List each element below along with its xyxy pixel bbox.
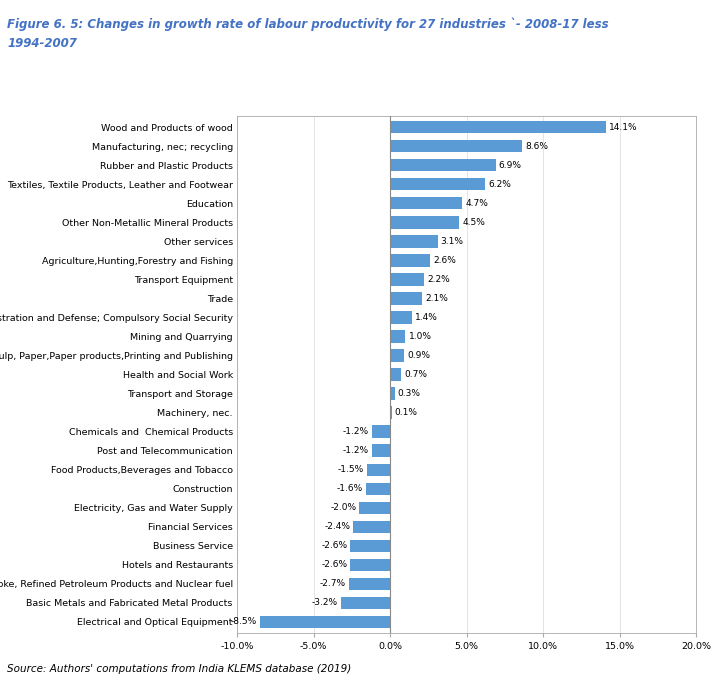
Text: 6.9%: 6.9%: [499, 161, 522, 170]
Text: 0.7%: 0.7%: [404, 370, 427, 379]
Bar: [390, 216, 459, 229]
Text: -2.7%: -2.7%: [320, 580, 345, 588]
Bar: [349, 577, 390, 590]
Text: 6.2%: 6.2%: [488, 180, 511, 189]
Text: -1.5%: -1.5%: [338, 465, 364, 474]
Bar: [350, 558, 390, 571]
Text: 2.1%: 2.1%: [425, 294, 448, 303]
Bar: [390, 273, 424, 285]
Text: 0.3%: 0.3%: [398, 389, 421, 398]
Text: -1.2%: -1.2%: [342, 427, 368, 436]
Text: -2.6%: -2.6%: [321, 541, 348, 550]
Text: -2.6%: -2.6%: [321, 560, 348, 569]
Bar: [260, 616, 390, 628]
Text: -3.2%: -3.2%: [312, 599, 338, 607]
Bar: [390, 368, 401, 381]
Bar: [390, 330, 406, 343]
Bar: [390, 407, 391, 419]
Text: 4.7%: 4.7%: [465, 199, 488, 208]
Text: 0.1%: 0.1%: [395, 408, 418, 417]
Bar: [390, 159, 496, 172]
Bar: [390, 311, 411, 323]
Text: -2.0%: -2.0%: [330, 503, 356, 512]
Text: -1.2%: -1.2%: [342, 446, 368, 455]
Text: 4.5%: 4.5%: [462, 218, 485, 227]
Text: 14.1%: 14.1%: [609, 123, 638, 131]
Text: 1.0%: 1.0%: [409, 332, 432, 341]
Text: 3.1%: 3.1%: [441, 237, 464, 246]
Text: 2.6%: 2.6%: [433, 256, 456, 265]
Bar: [360, 502, 390, 514]
Bar: [367, 464, 390, 476]
Bar: [365, 483, 390, 495]
Bar: [372, 445, 390, 457]
Bar: [390, 254, 430, 266]
Bar: [390, 349, 404, 362]
Bar: [390, 292, 422, 304]
Bar: [390, 197, 462, 210]
Text: -2.4%: -2.4%: [325, 522, 350, 531]
Text: -1.6%: -1.6%: [336, 484, 363, 493]
Bar: [390, 235, 437, 247]
Text: Figure 6. 5: Changes in growth rate of labour productivity for 27 industries `- : Figure 6. 5: Changes in growth rate of l…: [7, 17, 609, 31]
Bar: [341, 597, 390, 609]
Text: 1.4%: 1.4%: [414, 313, 437, 322]
Text: 1994-2007: 1994-2007: [7, 37, 77, 50]
Text: 2.2%: 2.2%: [427, 275, 449, 284]
Bar: [390, 178, 485, 191]
Bar: [350, 539, 390, 552]
Text: -8.5%: -8.5%: [230, 618, 257, 627]
Bar: [390, 387, 395, 400]
Text: Source: Authors' computations from India KLEMS database (2019): Source: Authors' computations from India…: [7, 664, 351, 674]
Bar: [372, 426, 390, 438]
Bar: [353, 520, 390, 533]
Bar: [390, 140, 522, 153]
Text: 8.6%: 8.6%: [525, 142, 548, 151]
Text: 0.9%: 0.9%: [407, 351, 430, 360]
Bar: [390, 121, 606, 133]
